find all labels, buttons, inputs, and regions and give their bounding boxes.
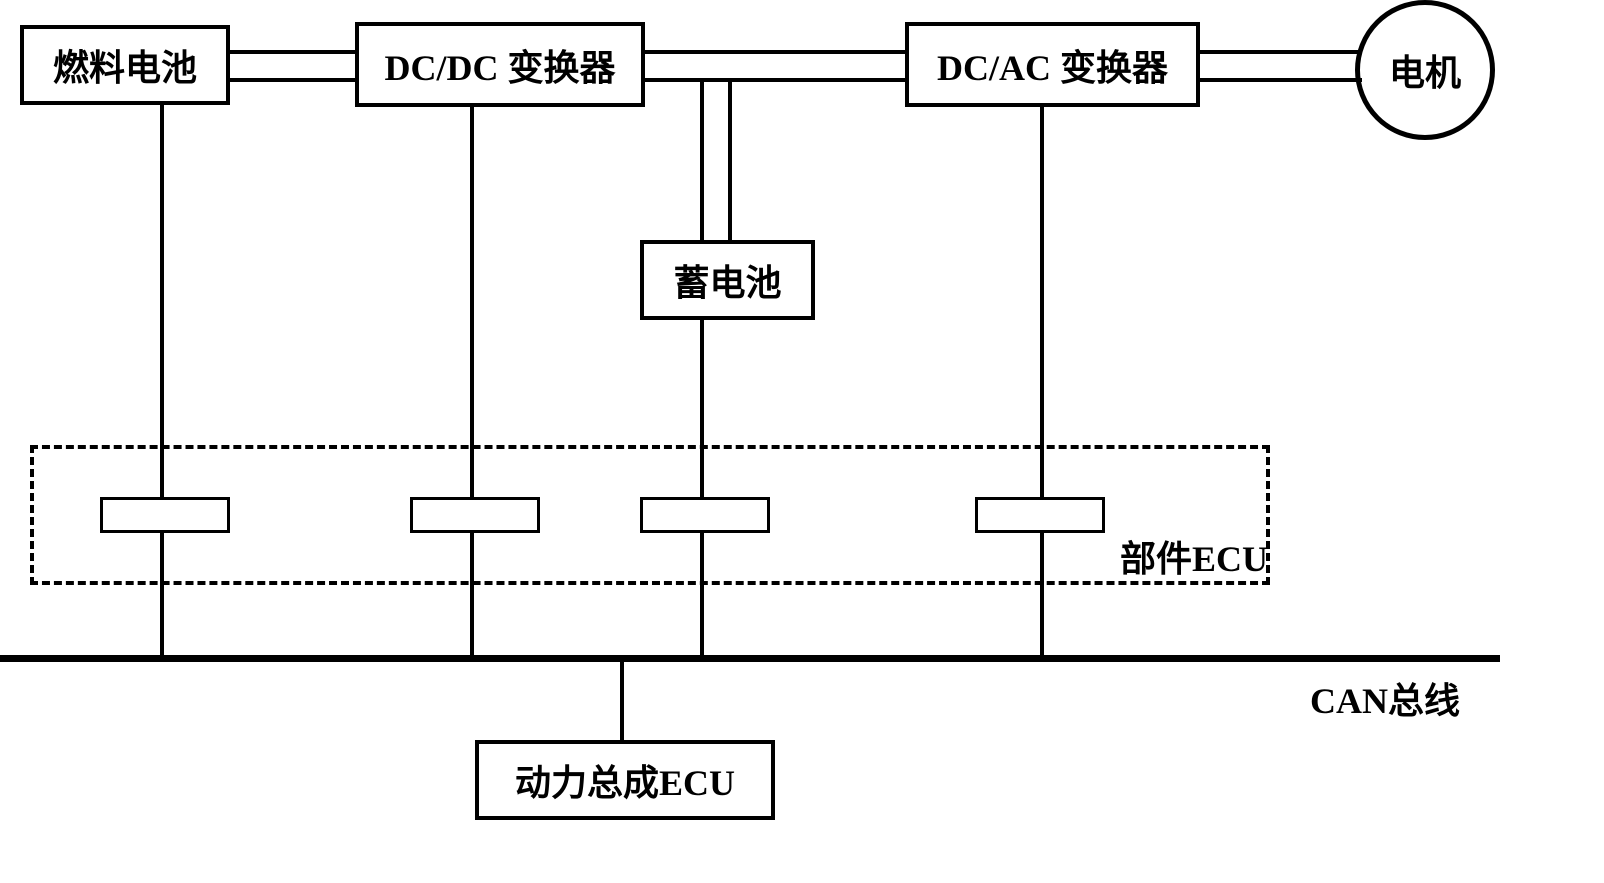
powertrain-ecu-box: 动力总成ECU bbox=[475, 740, 775, 820]
fuel-cell-label: 燃料电池 bbox=[53, 39, 197, 91]
signal-line-fuelcell-bot bbox=[160, 533, 164, 655]
dcac-box: DC/AC 变换器 bbox=[905, 22, 1200, 107]
powertrain-ecu-label: 动力总成ECU bbox=[515, 754, 735, 806]
ecu-box-2 bbox=[410, 497, 540, 533]
power-link-fc-dcdc bbox=[230, 50, 355, 82]
signal-line-dcac-bot bbox=[1040, 533, 1044, 655]
signal-line-dcdc-top bbox=[470, 107, 474, 497]
dcdc-box: DC/DC 变换器 bbox=[355, 22, 645, 107]
power-link-bus-battery bbox=[700, 78, 732, 240]
block-diagram: 燃料电池 DC/DC 变换器 DC/AC 变换器 电机 蓄电池 部件ECU bbox=[0, 0, 1604, 883]
motor-circle: 电机 bbox=[1355, 0, 1495, 140]
can-bus-label: CAN总线 bbox=[1310, 672, 1460, 724]
ecu-box-4 bbox=[975, 497, 1105, 533]
fuel-cell-box: 燃料电池 bbox=[20, 25, 230, 105]
signal-line-powertrain bbox=[620, 655, 624, 740]
dcac-label: DC/AC 变换器 bbox=[937, 39, 1168, 91]
ecu-group-label: 部件ECU bbox=[1120, 530, 1268, 582]
ecu-box-1 bbox=[100, 497, 230, 533]
signal-line-fuelcell-top bbox=[160, 105, 164, 497]
battery-box: 蓄电池 bbox=[640, 240, 815, 320]
battery-label: 蓄电池 bbox=[673, 254, 781, 306]
signal-line-battery-bot bbox=[700, 533, 704, 655]
power-link-dcac-motor bbox=[1200, 50, 1362, 82]
can-bus-line bbox=[0, 655, 1500, 662]
dcdc-label: DC/DC 变换器 bbox=[385, 39, 616, 91]
motor-label: 电机 bbox=[1389, 44, 1461, 96]
power-link-dcdc-dcac bbox=[645, 50, 905, 82]
ecu-box-3 bbox=[640, 497, 770, 533]
signal-line-dcac-top bbox=[1040, 107, 1044, 497]
signal-line-dcdc-bot bbox=[470, 533, 474, 655]
signal-line-battery-top bbox=[700, 320, 704, 497]
